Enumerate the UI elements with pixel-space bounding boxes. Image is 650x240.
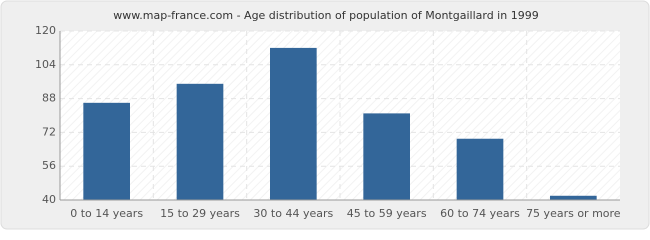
bar <box>456 138 504 200</box>
y-tick-label: 40 <box>42 193 56 206</box>
x-tick-label: 0 to 14 years <box>70 207 143 220</box>
chart: www.map-france.com - Age distribution of… <box>0 0 650 230</box>
y-tick-label: 88 <box>42 92 56 105</box>
bar <box>176 83 224 200</box>
bar <box>550 195 597 200</box>
bar <box>83 102 130 200</box>
bar <box>270 47 317 201</box>
x-tick-label: 60 to 74 years <box>440 207 520 220</box>
y-tick-label: 56 <box>42 159 56 172</box>
x-tick-label: 75 years or more <box>526 207 621 220</box>
x-tick-label: 15 to 29 years <box>160 207 240 220</box>
x-tick-label: 30 to 44 years <box>253 207 333 220</box>
bar <box>363 113 410 200</box>
y-tick-label: 72 <box>42 125 56 138</box>
y-tick-label: 104 <box>35 58 56 71</box>
chart-title: www.map-france.com - Age distribution of… <box>113 9 538 22</box>
y-tick-label: 120 <box>35 24 56 37</box>
x-tick-label: 45 to 59 years <box>347 207 427 220</box>
